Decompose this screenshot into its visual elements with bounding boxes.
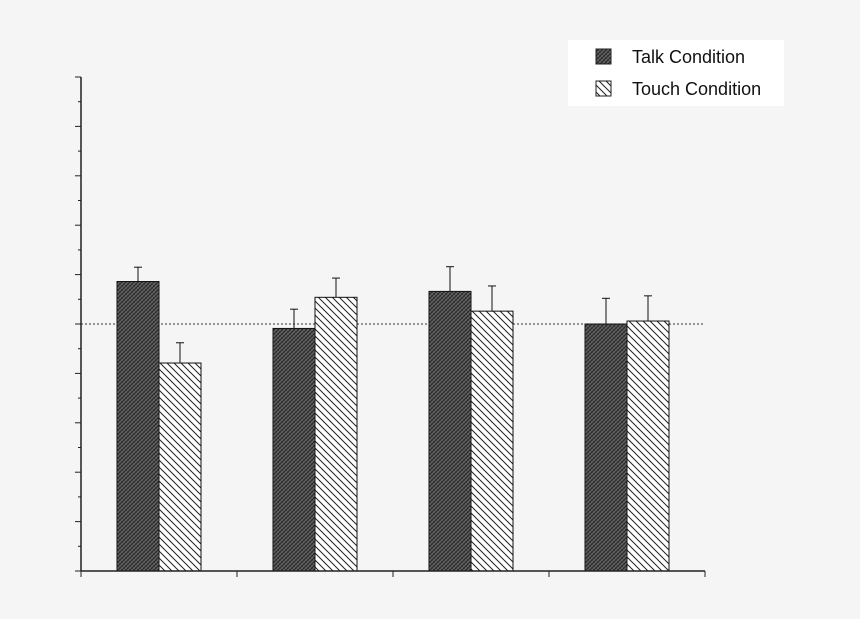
bars-layer: [116, 266, 670, 572]
legend: Talk Condition Touch Condition: [568, 40, 784, 106]
legend-label-talk: Talk Condition: [632, 47, 745, 67]
bar-touch-group-1: [158, 362, 202, 572]
bar-touch-group-2: [314, 296, 358, 572]
bar-talk-group-1: [116, 281, 160, 572]
bar-touch-group-3: [470, 310, 514, 572]
legend-label-touch: Touch Condition: [632, 79, 761, 99]
bar-talk-group-3: [428, 290, 472, 572]
legend-swatch-touch: [595, 80, 612, 97]
axes-layer: [75, 76, 706, 577]
bar-talk-group-2: [272, 327, 316, 572]
bar-talk-group-4: [584, 323, 628, 572]
bar-touch-group-4: [626, 320, 670, 572]
legend-swatch-talk: [595, 48, 612, 65]
